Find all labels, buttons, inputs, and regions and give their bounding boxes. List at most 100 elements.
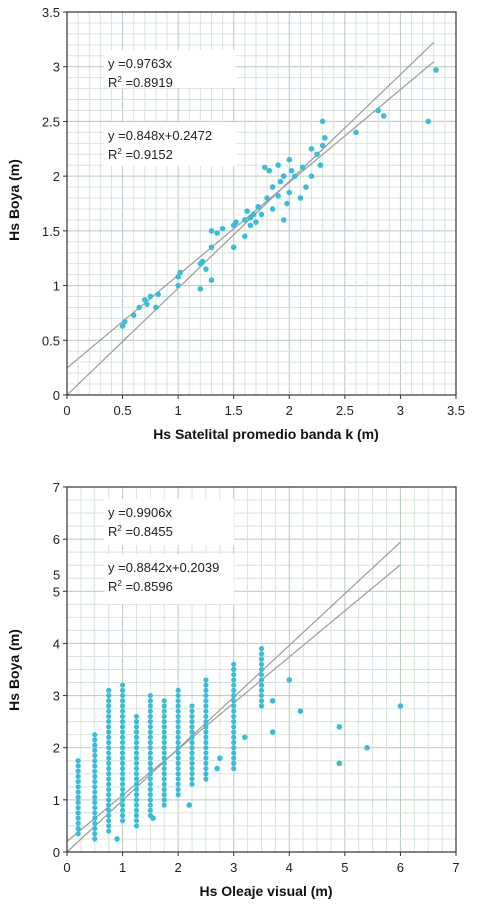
- data-point: [106, 765, 112, 772]
- data-point: [92, 799, 98, 806]
- plot-frame: [66, 11, 457, 396]
- data-point: [147, 760, 153, 766]
- data-point: [106, 719, 112, 725]
- data-point: [161, 739, 167, 746]
- data-point: [92, 779, 98, 785]
- data-point: [133, 786, 140, 793]
- data-point: [189, 765, 195, 772]
- data-point: [147, 729, 153, 735]
- y-tick-label: 0: [53, 845, 60, 860]
- data-point: [175, 687, 181, 693]
- r-squared-text: R2 =0.8596: [108, 579, 173, 594]
- data-point: [147, 713, 153, 720]
- data-point: [75, 815, 81, 821]
- data-point: [144, 301, 150, 307]
- data-point: [147, 739, 153, 746]
- data-point: [203, 750, 209, 756]
- data-point: [189, 776, 195, 782]
- r-squared-text: R2 =0.8919: [108, 75, 173, 90]
- data-point: [106, 812, 112, 819]
- data-point: [119, 729, 126, 735]
- data-point: [231, 739, 237, 746]
- x-axis-label: Hs Satelital promedio banda k (m): [153, 426, 379, 442]
- data-point: [219, 225, 226, 232]
- data-point: [231, 661, 237, 667]
- y-tick-label: 1.5: [42, 224, 60, 239]
- data-point: [147, 776, 153, 782]
- data-point: [269, 697, 276, 704]
- data-point: [92, 747, 98, 753]
- data-point: [147, 734, 153, 740]
- y-tick-label: 2.5: [42, 114, 60, 129]
- data-point: [258, 666, 265, 673]
- data-point: [322, 135, 328, 141]
- r-squared-text: R2 =0.8455: [108, 524, 173, 539]
- data-point: [284, 200, 290, 207]
- data-point: [230, 244, 237, 251]
- data-point: [133, 739, 140, 746]
- data-point: [92, 732, 98, 738]
- equation-text: y =0.9906x: [108, 505, 172, 520]
- data-point: [147, 293, 154, 300]
- data-point: [264, 195, 270, 201]
- data-point: [119, 708, 126, 714]
- data-point: [161, 792, 167, 798]
- data-point: [258, 656, 265, 662]
- data-point: [353, 129, 359, 136]
- data-point: [147, 719, 153, 725]
- data-point: [133, 734, 140, 740]
- data-point: [258, 672, 265, 678]
- data-point: [119, 682, 126, 688]
- x-tick-label: 1: [175, 403, 182, 418]
- r-superscript: 2: [117, 579, 122, 588]
- data-point: [175, 781, 181, 787]
- data-point: [175, 729, 181, 735]
- data-point: [75, 779, 81, 785]
- data-point: [203, 765, 209, 772]
- data-point: [119, 765, 126, 772]
- y-tick-label: 0: [53, 388, 60, 403]
- data-point: [317, 162, 324, 168]
- data-point: [92, 742, 98, 748]
- data-point: [233, 219, 239, 225]
- data-point: [203, 703, 209, 709]
- data-point: [119, 776, 126, 782]
- data-point: [155, 291, 161, 298]
- data-point: [258, 651, 265, 657]
- data-point: [161, 776, 167, 782]
- data-point: [189, 708, 195, 714]
- data-point: [189, 703, 195, 709]
- data-point: [92, 815, 98, 821]
- data-point: [214, 765, 220, 772]
- data-point: [150, 815, 156, 821]
- data-point: [106, 807, 112, 813]
- data-point: [92, 825, 98, 832]
- data-point: [119, 698, 126, 704]
- data-point: [189, 724, 195, 730]
- data-point: [136, 304, 143, 311]
- data-point: [189, 771, 195, 777]
- equation-box: [104, 554, 234, 604]
- data-point: [175, 719, 181, 725]
- data-point: [161, 745, 167, 751]
- data-point: [106, 698, 112, 704]
- data-point: [244, 208, 250, 214]
- data-point: [119, 771, 126, 777]
- equation-box: [104, 499, 234, 545]
- data-point: [161, 719, 167, 725]
- data-point: [175, 692, 181, 699]
- data-point: [119, 781, 126, 787]
- data-point: [75, 794, 81, 800]
- data-point: [175, 755, 181, 761]
- data-point: [177, 269, 184, 276]
- data-point: [203, 713, 209, 720]
- data-point: [119, 755, 126, 761]
- data-point: [258, 646, 265, 652]
- data-point: [231, 719, 237, 725]
- data-point: [106, 781, 112, 787]
- r-symbol: R: [108, 524, 117, 539]
- data-point: [161, 734, 167, 740]
- data-point: [119, 750, 126, 756]
- data-point: [161, 781, 167, 787]
